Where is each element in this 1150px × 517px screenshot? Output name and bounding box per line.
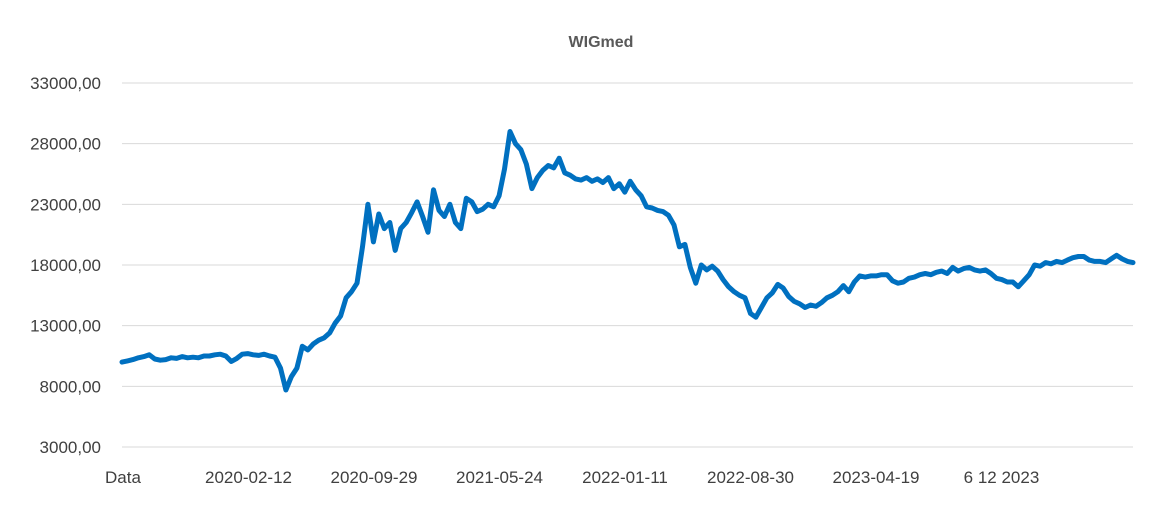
x-axis-tick-labels: Data 2020-02-12 2020-09-29 2021-05-24 2022-0… bbox=[105, 468, 1039, 487]
y-tick-label: 8000,00 bbox=[40, 377, 101, 396]
gridlines bbox=[122, 82, 1133, 448]
y-tick-label: 13000,00 bbox=[30, 317, 101, 336]
x-tick-label: 2023-04-19 bbox=[833, 468, 920, 487]
x-tick-label: 2022-08-30 bbox=[707, 468, 794, 487]
x-tick-label: 2020-09-29 bbox=[331, 468, 418, 487]
series-line bbox=[119, 129, 1136, 393]
x-tick-label: 6 12 2023 bbox=[964, 468, 1040, 487]
y-tick-label: 23000,00 bbox=[30, 195, 101, 214]
x-tick-label: 2021-05-24 bbox=[456, 468, 543, 487]
chart-title: WIGmed bbox=[569, 34, 634, 51]
x-tick-label: Data bbox=[105, 468, 141, 487]
series-layer bbox=[119, 129, 1136, 393]
y-tick-label: 28000,00 bbox=[30, 135, 101, 154]
y-tick-label: 18000,00 bbox=[30, 256, 101, 275]
x-tick-label: 2022-01-11 bbox=[582, 468, 668, 487]
x-tick-label: 2020-02-12 bbox=[205, 468, 292, 487]
y-tick-label: 3000,00 bbox=[40, 438, 101, 457]
y-axis-tick-labels: 3000,00 8000,00 13000,00 18000,00 23000,00 28… bbox=[30, 74, 101, 457]
y-tick-label: 33000,00 bbox=[30, 74, 101, 93]
